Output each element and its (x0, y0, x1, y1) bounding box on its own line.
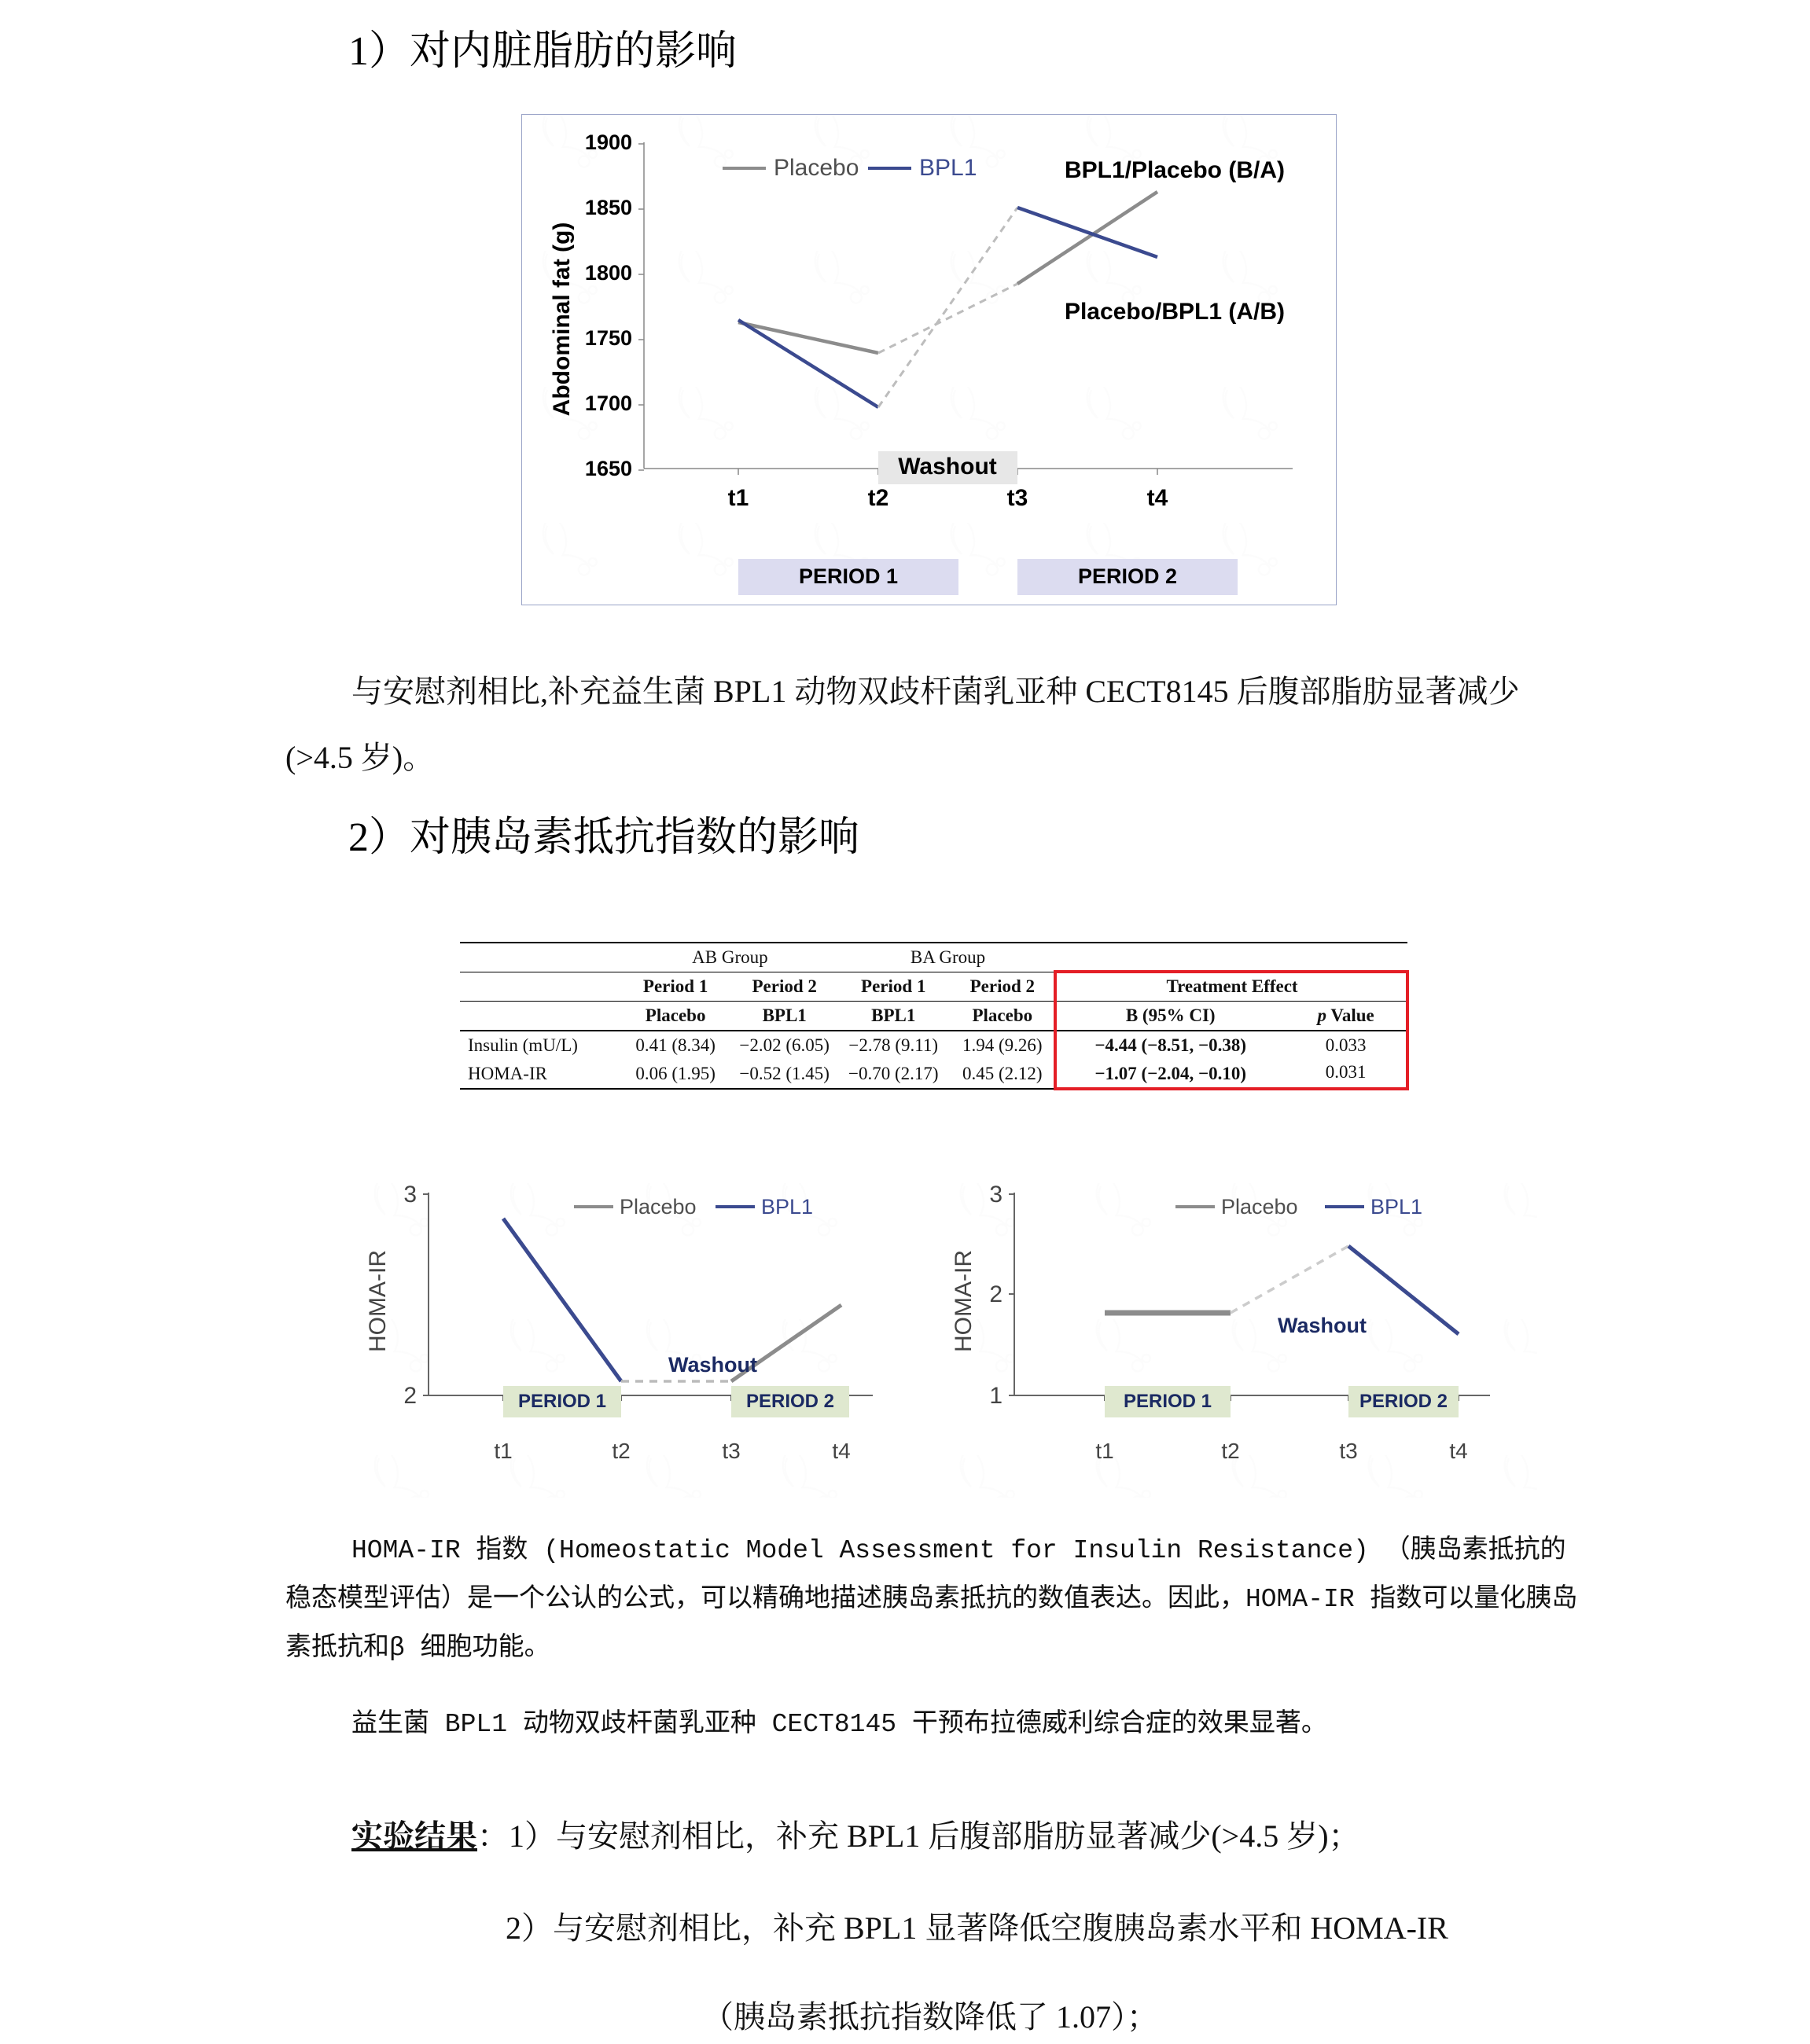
svg-text:t3: t3 (722, 1439, 740, 1463)
svg-text:1: 1 (989, 1383, 1002, 1409)
svg-text:1750: 1750 (585, 326, 632, 350)
svg-text:BPL1: BPL1 (761, 1195, 813, 1219)
svg-text:1800: 1800 (585, 261, 632, 285)
svg-text:Washout: Washout (898, 454, 997, 480)
svg-text:1900: 1900 (585, 131, 632, 154)
svg-text:Washout: Washout (1278, 1314, 1367, 1337)
svg-text:PERIOD 1: PERIOD 1 (518, 1391, 606, 1412)
svg-text:t4: t4 (832, 1439, 850, 1463)
svg-text:1850: 1850 (585, 196, 632, 219)
svg-text:t2: t2 (868, 485, 889, 511)
svg-text:PERIOD 2: PERIOD 2 (1359, 1391, 1448, 1412)
svg-text:BPL1: BPL1 (1370, 1195, 1422, 1219)
svg-text:1650: 1650 (585, 457, 632, 480)
svg-text:HOMA-IR: HOMA-IR (365, 1250, 391, 1352)
svg-text:PERIOD 1: PERIOD 1 (1124, 1391, 1212, 1412)
svg-text:Placebo/BPL1 (A/B): Placebo/BPL1 (A/B) (1065, 299, 1285, 325)
svg-text:t2: t2 (612, 1439, 630, 1463)
svg-text:PERIOD 1: PERIOD 1 (799, 564, 898, 588)
svg-text:Abdominal fat (g): Abdominal fat (g) (549, 222, 575, 417)
svg-text:t1: t1 (728, 485, 749, 511)
svg-text:3: 3 (403, 1183, 417, 1208)
svg-text:t1: t1 (494, 1439, 512, 1463)
svg-text:3: 3 (989, 1183, 1002, 1208)
svg-text:1700: 1700 (585, 392, 632, 415)
svg-text:t2: t2 (1221, 1439, 1239, 1463)
svg-text:t4: t4 (1147, 485, 1168, 511)
svg-text:t1: t1 (1095, 1439, 1113, 1463)
svg-text:BPL1/Placebo (B/A): BPL1/Placebo (B/A) (1065, 157, 1285, 183)
svg-text:Placebo: Placebo (1221, 1195, 1298, 1219)
svg-text:t3: t3 (1007, 485, 1028, 511)
svg-text:Placebo: Placebo (774, 155, 859, 181)
svg-text:t4: t4 (1449, 1439, 1467, 1463)
svg-text:BPL1: BPL1 (919, 155, 977, 181)
svg-text:Washout: Washout (668, 1353, 757, 1377)
svg-text:Placebo: Placebo (620, 1195, 697, 1219)
svg-text:2: 2 (989, 1281, 1002, 1307)
svg-text:HOMA-IR: HOMA-IR (951, 1250, 977, 1352)
svg-text:PERIOD 2: PERIOD 2 (1078, 564, 1177, 588)
svg-text:t3: t3 (1339, 1439, 1357, 1463)
svg-text:2: 2 (403, 1383, 417, 1409)
svg-text:PERIOD 2: PERIOD 2 (746, 1391, 834, 1412)
